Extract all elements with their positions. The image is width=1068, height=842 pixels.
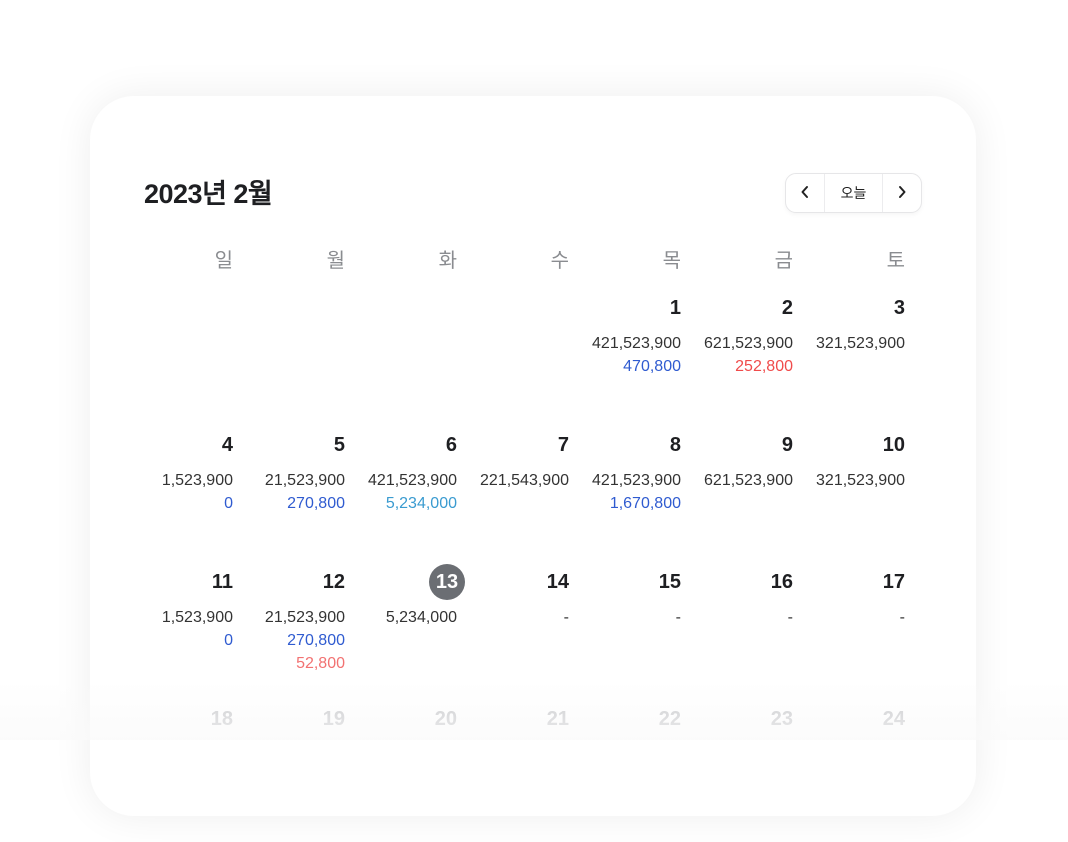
income-amount: 270,800 <box>287 495 345 512</box>
total-amount: 5,234,000 <box>385 609 457 626</box>
day-cell[interactable]: 23 <box>681 705 793 842</box>
day-number: 20 <box>434 708 457 730</box>
day-number: 19 <box>322 708 345 730</box>
total-amount: 621,523,900 <box>704 335 793 352</box>
day-number: 4 <box>221 434 233 456</box>
today-button[interactable]: 오늘 <box>824 174 883 212</box>
total-amount: 1,523,900 <box>161 609 233 626</box>
total-amount: 421,523,900 <box>592 472 681 489</box>
day-number: 3 <box>893 297 905 319</box>
day-number: 5 <box>333 434 345 456</box>
today-day-number: 13 <box>429 564 465 600</box>
day-cell[interactable]: 6 421,523,900 5,234,000 <box>345 431 457 568</box>
income-amount: 470,800 <box>623 358 681 375</box>
day-cell[interactable]: 7 221,543,900 <box>457 431 569 568</box>
expense-amount: 52,800 <box>296 655 345 672</box>
day-cell[interactable]: 22 <box>569 705 681 842</box>
day-cell[interactable]: 3 321,523,900 <box>793 294 905 431</box>
day-cell[interactable]: 9 621,523,900 <box>681 431 793 568</box>
day-cell[interactable]: 16 - <box>681 568 793 705</box>
calendar-grid: 1 421,523,900 470,800 2 621,523,900 252,800 3 3… <box>121 294 905 842</box>
day-cell[interactable]: 13 5,234,000 <box>345 564 465 705</box>
total-amount: - <box>563 609 569 626</box>
day-cell[interactable]: 15 - <box>569 568 681 705</box>
income-amount: 1,670,800 <box>609 495 681 512</box>
total-amount: 1,523,900 <box>161 472 233 489</box>
next-month-button[interactable] <box>883 174 921 212</box>
day-cell[interactable]: 19 <box>233 705 345 842</box>
day-number: 14 <box>546 571 569 593</box>
day-number: 24 <box>882 708 905 730</box>
day-number: 12 <box>322 571 345 593</box>
day-cell[interactable]: 24 <box>793 705 905 842</box>
day-number: 10 <box>882 434 905 456</box>
month-title: 2023년 2월 <box>144 179 273 209</box>
day-cell[interactable]: 12 21,523,900 270,800 52,800 <box>233 568 345 705</box>
empty-cell <box>121 294 233 431</box>
day-cell[interactable]: 4 1,523,900 0 <box>121 431 233 568</box>
prev-month-button[interactable] <box>786 174 824 212</box>
day-number: 6 <box>445 434 457 456</box>
day-number: 22 <box>658 708 681 730</box>
chevron-left-icon <box>800 185 810 202</box>
day-cell[interactable]: 10 321,523,900 <box>793 431 905 568</box>
day-number: 21 <box>546 708 569 730</box>
weekday-label: 화 <box>438 250 457 272</box>
day-cell[interactable]: 21 <box>457 705 569 842</box>
income-amount: 0 <box>224 495 233 512</box>
day-cell[interactable]: 18 <box>121 705 233 842</box>
total-amount: 621,523,900 <box>704 472 793 489</box>
day-number: 17 <box>882 571 905 593</box>
weekday-label: 토 <box>886 250 905 272</box>
day-cell[interactable]: 8 421,523,900 1,670,800 <box>569 431 681 568</box>
weekday-label: 일 <box>214 250 233 272</box>
empty-cell <box>233 294 345 431</box>
income-amount: 0 <box>224 632 233 649</box>
weekday-label: 목 <box>662 250 681 272</box>
day-number: 7 <box>557 434 569 456</box>
day-cell[interactable]: 1 421,523,900 470,800 <box>569 294 681 431</box>
income-amount: 270,800 <box>287 632 345 649</box>
total-amount: 321,523,900 <box>816 335 905 352</box>
month-navigation: 오늘 <box>785 173 922 213</box>
day-cell[interactable]: 2 621,523,900 252,800 <box>681 294 793 431</box>
empty-cell <box>345 294 457 431</box>
expense-amount: 252,800 <box>735 358 793 375</box>
day-cell[interactable]: 17 - <box>793 568 905 705</box>
day-number: 9 <box>781 434 793 456</box>
day-number: 23 <box>770 708 793 730</box>
total-amount: 421,523,900 <box>592 335 681 352</box>
empty-cell <box>457 294 569 431</box>
weekday-header: 일 월 화 수 목 금 토 <box>121 244 905 273</box>
weekday-label: 금 <box>774 250 793 272</box>
day-cell[interactable]: 20 <box>345 705 457 842</box>
total-amount: 421,523,900 <box>368 472 457 489</box>
day-number: 15 <box>658 571 681 593</box>
total-amount: 21,523,900 <box>264 609 345 626</box>
total-amount: 21,523,900 <box>264 472 345 489</box>
weekday-label: 수 <box>550 250 569 272</box>
day-cell[interactable]: 11 1,523,900 0 <box>121 568 233 705</box>
total-amount: - <box>675 609 681 626</box>
day-cell[interactable]: 5 21,523,900 270,800 <box>233 431 345 568</box>
weekday-label: 월 <box>326 250 345 272</box>
day-cell[interactable]: 14 - <box>457 568 569 705</box>
total-amount: 221,543,900 <box>480 472 569 489</box>
day-number: 2 <box>781 297 793 319</box>
day-number: 11 <box>211 571 233 593</box>
chevron-right-icon <box>897 185 907 202</box>
day-number: 16 <box>770 571 793 593</box>
total-amount: - <box>899 609 905 626</box>
total-amount: 321,523,900 <box>816 472 905 489</box>
day-number: 8 <box>669 434 681 456</box>
day-number: 1 <box>669 297 681 319</box>
day-number: 18 <box>210 708 233 730</box>
income-amount: 5,234,000 <box>385 495 457 512</box>
total-amount: - <box>787 609 793 626</box>
